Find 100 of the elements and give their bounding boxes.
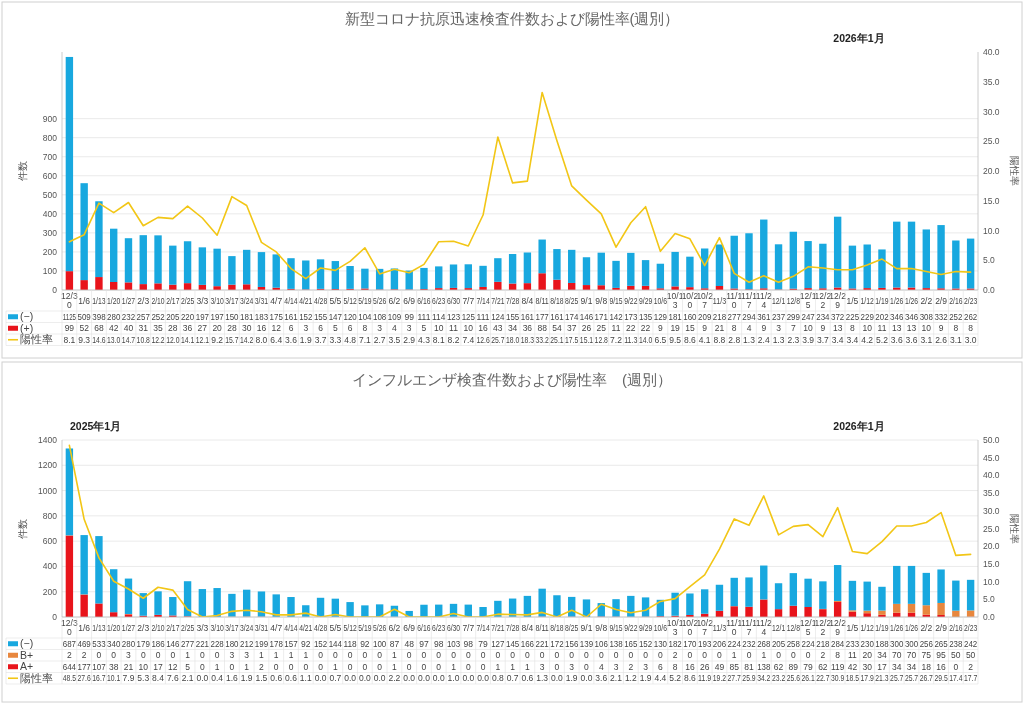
x-tick-label: 2/3 [137,295,150,306]
x-tick-label: 7/7 [462,622,475,633]
data-label: 13 [906,323,917,334]
data-label: 0 [776,650,782,661]
data-label: 175 [269,311,284,322]
data-label: 98 [434,638,444,649]
data-label: 85 [729,661,740,672]
data-label: 177 [535,311,550,322]
data-label: 70 [906,650,917,661]
y-tick-label: 1000 [38,485,58,496]
x-tick-label: 2/23 [963,295,981,306]
data-label: 2.1 [610,673,623,684]
data-label: 3 [776,323,782,334]
data-label: 98 [463,638,474,649]
data-label: 1.9 [639,673,652,684]
data-label: 224 [801,638,816,649]
data-label: 0 [273,661,279,672]
data-label: 181 [240,311,255,322]
data-label: 156 [565,638,580,649]
data-label: 0 [436,650,442,661]
data-label: 37 [566,323,577,334]
data-label: 280 [107,311,122,322]
data-label: 4.2 [861,334,874,345]
data-label: 4 [392,323,398,334]
data-label: 10 [921,323,932,334]
data-label: 10 [138,661,149,672]
data-label: 1 [761,650,767,661]
data-label: 0 [199,650,205,661]
data-label: 509 [77,311,92,322]
data-label: 1.9 [299,334,312,345]
data-label: 120 [343,311,358,322]
data-label: 10 [463,323,474,334]
x-tick-label: 6/2 [388,295,401,306]
data-label: 5.3 [137,673,150,684]
chart-title: インフルエンザ検査件数および陽性率 (週別） [352,371,672,388]
data-label: 28 [168,323,178,334]
data-label: 8 [672,661,678,672]
data-label: 142 [609,311,624,322]
x-tick-label: 5/5 [329,622,342,633]
data-label: 0 [170,650,176,661]
data-label: 1.5 [255,673,268,684]
data-label: 340 [107,638,122,649]
data-label: 17.7 [963,673,981,684]
data-label: 11 [877,323,887,334]
data-label: 0.0 [462,673,475,684]
x-tick-label: 2/9 [935,295,948,306]
data-label: 172 [550,638,565,649]
data-label: 4.8 [344,334,357,345]
x-tick-label: 4/7 [270,622,283,633]
data-label: 20 [862,650,873,661]
data-label: 118 [343,638,358,649]
data-label: 22 [640,323,651,334]
x-tick-label: 9/1 [580,622,593,633]
x-tick-label: 6/30 [446,295,464,306]
data-label: 4.4 [654,673,667,684]
data-label: 30 [241,323,252,334]
y-tick-label: 600 [42,170,58,181]
data-label: 119 [831,661,845,672]
data-label: 124 [491,311,506,322]
data-label: 9.5 [669,334,682,345]
data-label: 0 [554,650,560,661]
x-tick-label: 4/28 [313,295,331,306]
y2-tick-label: 0.0 [983,612,996,622]
y-tick-label: 800 [42,132,58,143]
data-label: 1 [288,650,294,661]
y2-tick-label: 25.0 [983,523,1000,534]
data-label: 0 [584,650,590,661]
data-label: 3.6 [285,334,298,345]
data-label: 152 [299,311,314,322]
data-label: 179 [136,638,151,649]
y-tick-label: 600 [42,536,58,547]
data-label: 1 [214,661,220,672]
data-label: 230 [860,638,875,649]
x-tick-label: 7/7 [462,295,475,306]
data-label: 0 [214,650,220,661]
data-label: 21 [123,661,134,672]
x-tick-label: 6/9 [403,622,416,633]
x-tick-label: 4/7 [270,295,283,306]
data-label: 0 [746,650,752,661]
data-label: 50 [951,650,961,661]
legend-label: B+ [20,648,34,661]
data-label: 0 [953,661,959,672]
data-label: 139 [579,638,595,649]
data-label: 0 [362,650,368,661]
legend-label: (−) [20,637,34,650]
data-label: 146 [579,311,595,322]
y2-tick-label: 30.0 [983,505,1000,516]
data-label: 10 [803,323,814,334]
data-label: 104 [358,311,373,322]
data-label: 0 [406,650,412,661]
data-label: 150 [225,311,240,322]
data-label: 135 [638,311,654,322]
x-tick-label: 9/8 [595,622,608,633]
data-label: 280 [121,638,137,649]
data-label: 2 [628,661,634,672]
data-label: 644 [62,661,77,672]
data-label: 346 [904,311,920,322]
data-label: 8 [731,323,737,334]
data-label: 3.1 [920,334,933,345]
data-label: 127 [491,638,506,649]
